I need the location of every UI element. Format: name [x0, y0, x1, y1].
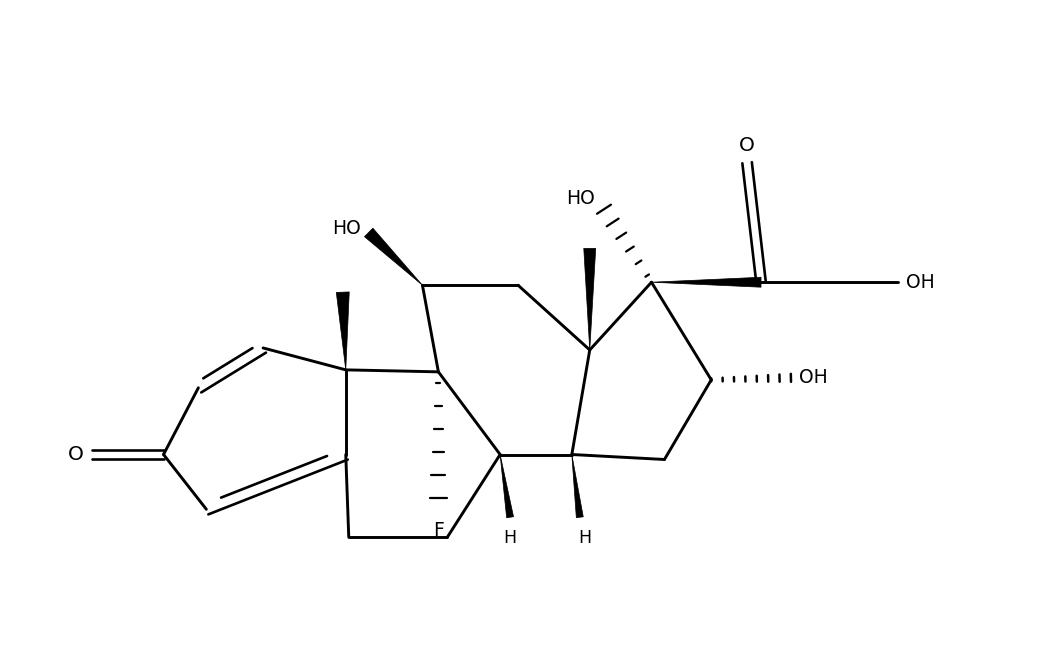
Text: O: O — [68, 445, 84, 464]
Polygon shape — [652, 278, 761, 287]
Polygon shape — [500, 454, 513, 518]
Text: F: F — [432, 521, 444, 540]
Text: OH: OH — [906, 273, 935, 292]
Polygon shape — [336, 292, 349, 370]
Text: HO: HO — [566, 189, 595, 208]
Text: H: H — [578, 529, 591, 547]
Polygon shape — [584, 249, 596, 350]
Text: H: H — [504, 529, 516, 547]
Text: O: O — [739, 136, 755, 155]
Text: HO: HO — [332, 219, 360, 238]
Text: OH: OH — [799, 368, 828, 387]
Polygon shape — [365, 228, 423, 285]
Polygon shape — [571, 454, 583, 517]
